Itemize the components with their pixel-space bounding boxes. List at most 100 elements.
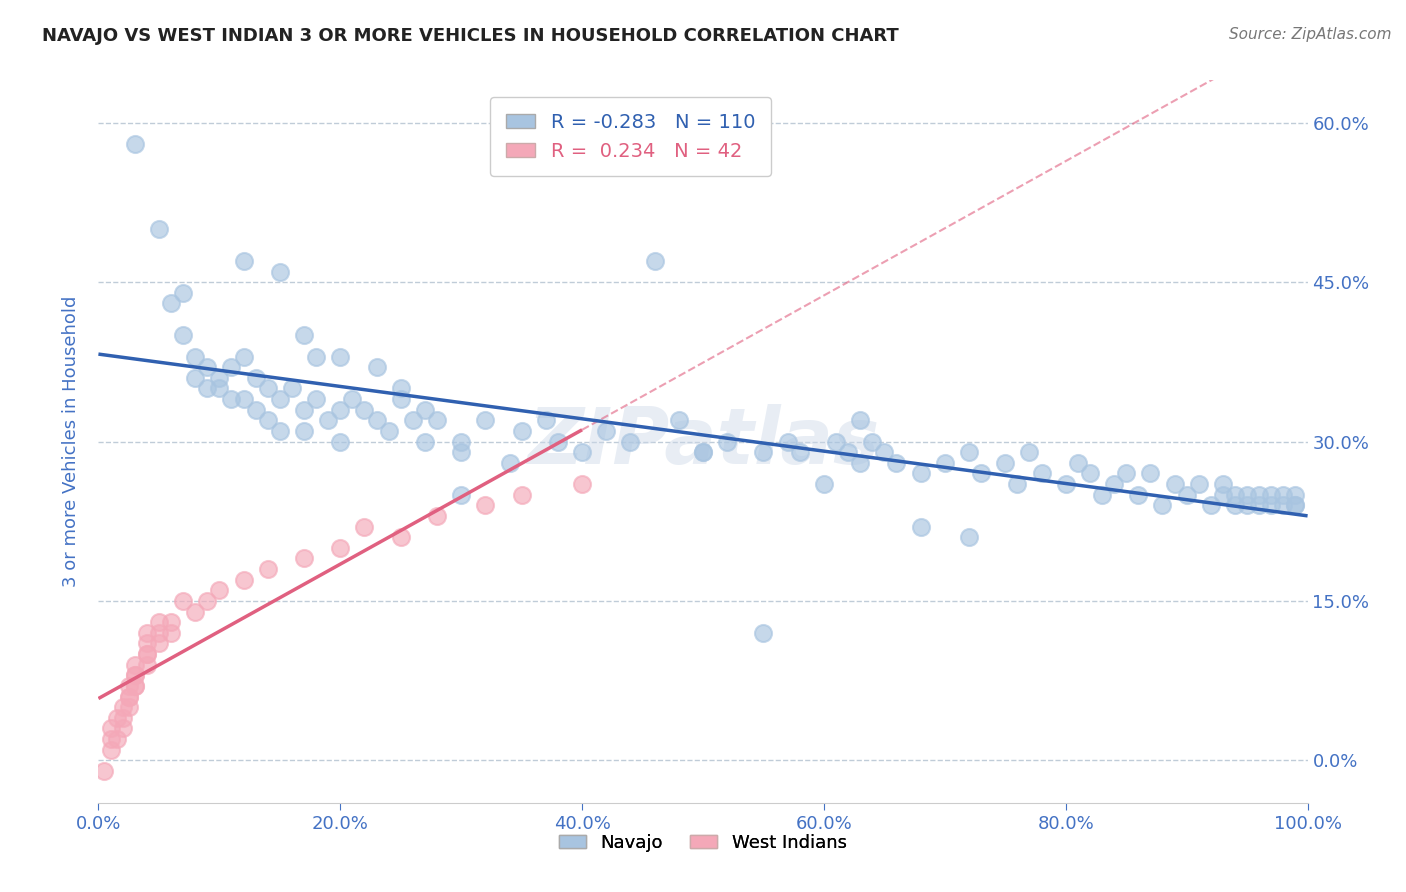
Point xyxy=(172,285,194,300)
Point xyxy=(1102,477,1125,491)
Point xyxy=(111,722,134,736)
Point xyxy=(148,222,170,236)
Y-axis label: 3 or more Vehicles in Household: 3 or more Vehicles in Household xyxy=(62,296,80,587)
Point xyxy=(571,477,593,491)
Point xyxy=(118,690,141,704)
Point xyxy=(776,434,799,449)
Point xyxy=(269,424,291,438)
Point xyxy=(232,254,254,268)
Point xyxy=(256,381,278,395)
Point xyxy=(377,424,399,438)
Point xyxy=(789,445,811,459)
Point xyxy=(849,456,872,470)
Point xyxy=(873,445,896,459)
Point xyxy=(329,541,352,555)
Point xyxy=(148,625,170,640)
Point xyxy=(1284,498,1306,512)
Point xyxy=(111,700,134,714)
Point xyxy=(366,360,388,375)
Point xyxy=(644,254,666,268)
Point xyxy=(329,434,352,449)
Point xyxy=(1223,498,1246,512)
Point xyxy=(1163,477,1185,491)
Point xyxy=(208,381,231,395)
Point xyxy=(547,434,569,449)
Point xyxy=(208,583,231,598)
Point xyxy=(1175,488,1198,502)
Point xyxy=(100,722,122,736)
Point xyxy=(426,508,449,523)
Point xyxy=(305,350,328,364)
Point xyxy=(1115,467,1137,481)
Point xyxy=(752,625,775,640)
Point xyxy=(292,424,315,438)
Point xyxy=(135,647,157,661)
Point xyxy=(281,381,304,395)
Point xyxy=(160,615,183,630)
Point xyxy=(124,668,146,682)
Point xyxy=(93,764,115,778)
Point xyxy=(160,625,183,640)
Point xyxy=(934,456,956,470)
Point xyxy=(692,445,714,459)
Point xyxy=(184,371,207,385)
Point xyxy=(111,711,134,725)
Point xyxy=(668,413,690,427)
Text: NAVAJO VS WEST INDIAN 3 OR MORE VEHICLES IN HOUSEHOLD CORRELATION CHART: NAVAJO VS WEST INDIAN 3 OR MORE VEHICLES… xyxy=(42,27,898,45)
Point xyxy=(1018,445,1040,459)
Point xyxy=(232,392,254,406)
Point xyxy=(100,732,122,747)
Point xyxy=(124,668,146,682)
Point xyxy=(195,381,218,395)
Point xyxy=(124,679,146,693)
Point xyxy=(353,519,375,533)
Point xyxy=(571,445,593,459)
Point xyxy=(118,679,141,693)
Point xyxy=(450,445,472,459)
Point xyxy=(124,679,146,693)
Point xyxy=(910,467,932,481)
Point xyxy=(1128,488,1150,502)
Point xyxy=(232,350,254,364)
Legend: Navajo, West Indians: Navajo, West Indians xyxy=(553,826,853,859)
Point xyxy=(994,456,1017,470)
Point xyxy=(1067,456,1090,470)
Point xyxy=(534,413,557,427)
Point xyxy=(269,392,291,406)
Point xyxy=(221,392,243,406)
Point xyxy=(292,402,315,417)
Point xyxy=(426,413,449,427)
Point xyxy=(825,434,848,449)
Point xyxy=(1249,488,1271,502)
Point xyxy=(292,328,315,343)
Point xyxy=(105,732,128,747)
Point xyxy=(413,402,436,417)
Text: Source: ZipAtlas.com: Source: ZipAtlas.com xyxy=(1229,27,1392,42)
Point xyxy=(389,381,412,395)
Point xyxy=(389,392,412,406)
Point xyxy=(1007,477,1029,491)
Point xyxy=(860,434,883,449)
Point xyxy=(619,434,641,449)
Point xyxy=(1223,488,1246,502)
Point xyxy=(813,477,835,491)
Point xyxy=(256,562,278,576)
Point xyxy=(450,434,472,449)
Point xyxy=(402,413,425,427)
Point xyxy=(450,488,472,502)
Point xyxy=(184,350,207,364)
Point xyxy=(1260,488,1282,502)
Point xyxy=(1199,498,1222,512)
Point xyxy=(1078,467,1101,481)
Point xyxy=(886,456,908,470)
Point xyxy=(910,519,932,533)
Point xyxy=(1054,477,1077,491)
Point xyxy=(316,413,339,427)
Point xyxy=(1284,498,1306,512)
Point xyxy=(148,636,170,650)
Point xyxy=(1188,477,1211,491)
Point xyxy=(849,413,872,427)
Point xyxy=(752,445,775,459)
Point xyxy=(957,530,980,544)
Point xyxy=(329,350,352,364)
